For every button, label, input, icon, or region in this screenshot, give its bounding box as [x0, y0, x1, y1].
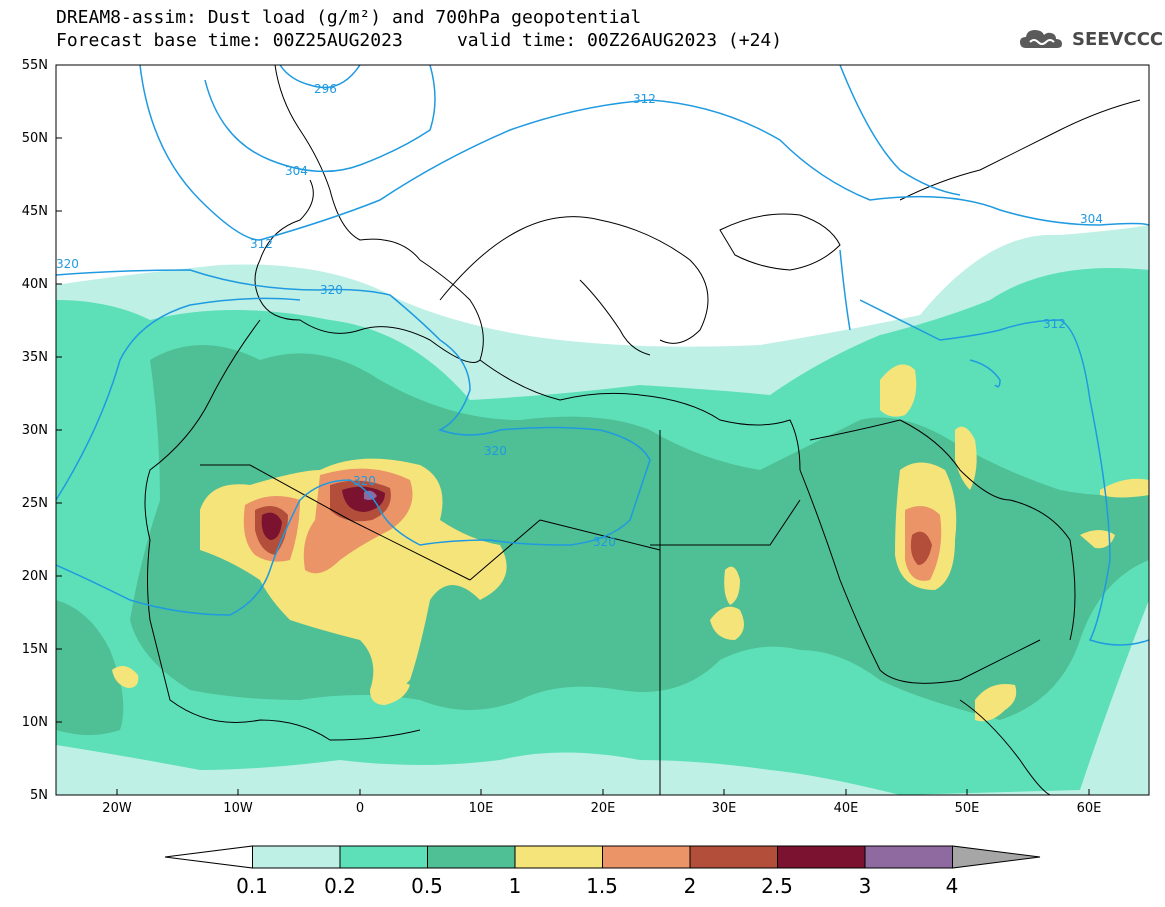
seevccc-logo: SEEVCCC — [1018, 26, 1163, 52]
lon-label: 40E — [834, 801, 859, 816]
colorbar-segment — [864, 845, 953, 869]
lon-label: 30E — [712, 801, 737, 816]
lat-label: 35N — [22, 350, 48, 365]
lon-label: 10E — [469, 801, 494, 816]
colorbar-segment — [952, 845, 1041, 869]
lon-label: 20E — [591, 801, 616, 816]
latitude-axis: 55N 50N 45N 40N 35N 30N 25N 20N 15N 10N … — [22, 58, 48, 803]
colorbar-label: 4 — [946, 874, 959, 898]
coastlines — [144, 65, 1141, 795]
colorbar-segment — [777, 845, 866, 869]
lon-label: 20W — [102, 801, 132, 816]
contour-label: 304 — [1080, 212, 1103, 226]
axis-ticks — [56, 64, 1090, 795]
colorbar-labels: 0.1 0.2 0.5 1 1.5 2 2.5 3 4 — [236, 874, 958, 898]
lon-label: 60E — [1077, 801, 1102, 816]
contour-label: 320 — [353, 474, 376, 488]
lat-label: 50N — [22, 131, 48, 146]
contour-label: 312 — [1043, 317, 1066, 331]
contour-label: 296 — [314, 82, 337, 96]
lat-label: 10N — [22, 715, 48, 730]
forecast-times: Forecast base time: 00Z25AUG2023 valid t… — [56, 30, 783, 51]
colorbar-label: 0.5 — [411, 874, 443, 898]
colorbar-label: 2.5 — [761, 874, 793, 898]
lat-label: 45N — [22, 204, 48, 219]
colorbar-segment — [164, 845, 253, 869]
map-title: DREAM8-assim: Dust load (g/m²) and 700hP… — [56, 7, 642, 28]
colorbar-label: 1.5 — [586, 874, 618, 898]
lat-label: 30N — [22, 423, 48, 438]
lat-label: 55N — [22, 58, 48, 73]
lat-label: 5N — [30, 788, 48, 803]
contour-label: 312 — [633, 92, 656, 106]
contour-label: 320 — [593, 535, 616, 549]
lon-label: 10W — [223, 801, 253, 816]
colorbar-segment — [514, 845, 603, 869]
lat-label: 20N — [22, 569, 48, 584]
colorbar-segment — [689, 845, 778, 869]
contour-label: 320 — [320, 283, 343, 297]
lon-label: 50E — [955, 801, 980, 816]
colorbar-segment — [602, 845, 691, 869]
contour-label: 320 — [484, 444, 507, 458]
contour-label: 312 — [250, 237, 273, 251]
colorbar-segment — [339, 845, 428, 869]
lat-label: 40N — [22, 277, 48, 292]
colorbar — [164, 845, 1041, 869]
lon-label: 0 — [356, 801, 364, 816]
cloud-icon — [1020, 30, 1062, 48]
longitude-axis: 20W 10W 0 10E 20E 30E 40E 50E 60E — [102, 801, 1101, 816]
logo-text: SEEVCCC — [1072, 28, 1164, 50]
lat-label: 15N — [22, 642, 48, 657]
geopotential-contours — [56, 65, 1149, 646]
contour-labels: 296 304 312 320 312 304 312 320 320 320 … — [56, 82, 1103, 549]
contour-label: 320 — [56, 257, 79, 271]
colorbar-segment — [427, 845, 516, 869]
dust-load-field — [56, 225, 1149, 795]
colorbar-label: 3 — [859, 874, 872, 898]
lat-label: 25N — [22, 496, 48, 511]
colorbar-label: 2 — [684, 874, 697, 898]
colorbar-segment — [252, 845, 341, 869]
colorbar-label: 1 — [509, 874, 522, 898]
colorbar-label: 0.2 — [324, 874, 356, 898]
colorbar-label: 0.1 — [236, 874, 268, 898]
contour-label: 304 — [285, 164, 308, 178]
